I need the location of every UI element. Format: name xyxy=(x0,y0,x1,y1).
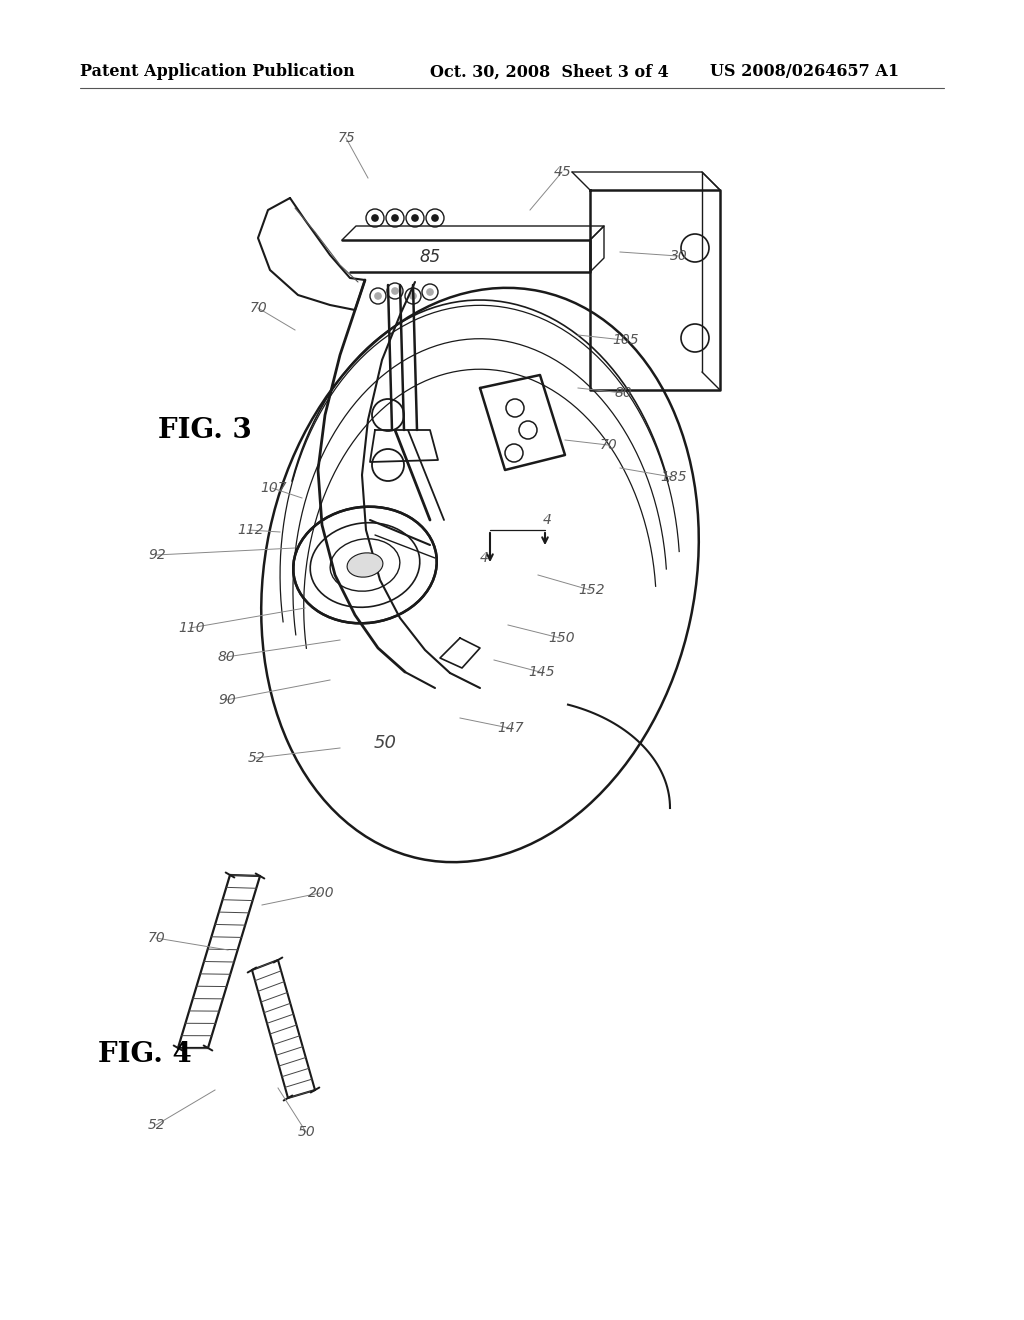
Circle shape xyxy=(410,293,416,300)
Text: 185: 185 xyxy=(660,470,687,484)
Text: 85: 85 xyxy=(420,248,440,267)
Text: 200: 200 xyxy=(308,886,335,900)
Text: 152: 152 xyxy=(578,583,604,597)
Circle shape xyxy=(372,215,378,220)
Text: FIG. 3: FIG. 3 xyxy=(158,417,252,444)
Text: 147: 147 xyxy=(497,721,523,735)
Circle shape xyxy=(392,288,398,294)
Circle shape xyxy=(432,215,438,220)
Text: Oct. 30, 2008  Sheet 3 of 4: Oct. 30, 2008 Sheet 3 of 4 xyxy=(430,63,669,81)
Text: US 2008/0264657 A1: US 2008/0264657 A1 xyxy=(710,63,899,81)
Text: 145: 145 xyxy=(528,665,555,678)
Text: 92: 92 xyxy=(148,548,166,562)
Text: FIG. 4: FIG. 4 xyxy=(98,1041,191,1068)
Text: 30: 30 xyxy=(670,249,688,263)
Text: 70: 70 xyxy=(148,931,166,945)
Text: 90: 90 xyxy=(218,693,236,708)
Circle shape xyxy=(412,215,418,220)
Text: 110: 110 xyxy=(178,620,205,635)
Text: 80: 80 xyxy=(615,385,633,400)
Text: 52: 52 xyxy=(148,1118,166,1133)
Circle shape xyxy=(375,293,381,300)
Text: 105: 105 xyxy=(612,333,639,347)
Text: 4: 4 xyxy=(479,550,488,565)
Text: 70: 70 xyxy=(600,438,617,451)
Text: 45: 45 xyxy=(554,165,571,180)
Text: 80: 80 xyxy=(218,649,236,664)
Circle shape xyxy=(392,215,398,220)
Text: 112: 112 xyxy=(237,523,263,537)
Text: 75: 75 xyxy=(338,131,355,145)
Text: 150: 150 xyxy=(548,631,574,645)
Text: 52: 52 xyxy=(248,751,266,766)
Text: 50: 50 xyxy=(374,734,396,752)
Ellipse shape xyxy=(347,553,383,577)
Text: 50: 50 xyxy=(298,1125,315,1139)
Text: 107: 107 xyxy=(260,480,287,495)
Text: 4: 4 xyxy=(543,513,552,527)
Circle shape xyxy=(427,289,433,294)
Text: Patent Application Publication: Patent Application Publication xyxy=(80,63,354,81)
Text: 70: 70 xyxy=(250,301,267,315)
